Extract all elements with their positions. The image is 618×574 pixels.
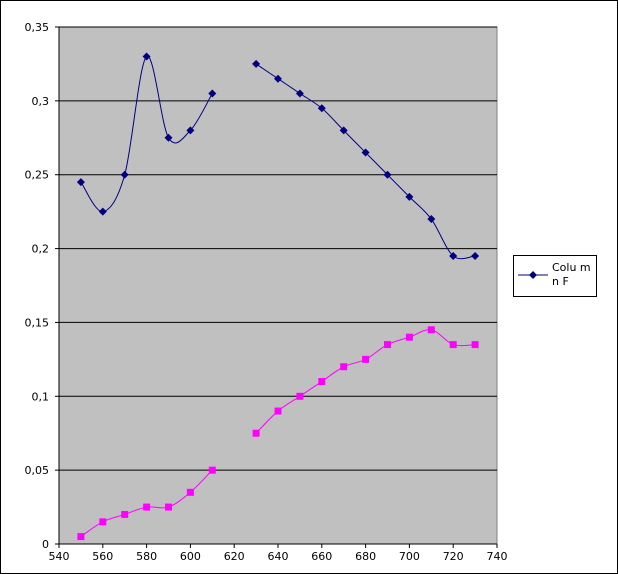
data-point-1 [76, 178, 85, 187]
data-point-1 [274, 74, 282, 83]
y-tick-label: 0,2 [32, 243, 50, 256]
data-point-1 [252, 59, 261, 68]
y-tick-label: 0,1 [32, 390, 50, 403]
data-point-2 [99, 518, 107, 526]
data-point-1 [120, 170, 129, 179]
data-point-1 [295, 89, 304, 98]
y-tick-label: 0,15 [25, 316, 50, 329]
data-point-1 [142, 52, 151, 61]
y-tick-label: 0,25 [25, 169, 50, 182]
x-tick-label: 740 [487, 550, 508, 563]
data-point-1 [339, 126, 348, 135]
x-tick-label: 580 [136, 550, 157, 563]
data-point-1 [405, 192, 414, 201]
legend-swatch [518, 271, 548, 279]
data-point-1 [361, 148, 370, 157]
x-tick-label: 600 [180, 550, 201, 563]
data-point-2 [340, 363, 348, 371]
data-point-2 [296, 392, 304, 400]
data-point-2 [252, 429, 260, 437]
y-tick-label: 0,35 [25, 21, 50, 34]
x-tick-label: 620 [224, 550, 245, 563]
data-point-2 [77, 533, 85, 541]
data-point-1 [449, 251, 458, 260]
data-point-2 [362, 355, 370, 363]
data-point-1 [471, 251, 480, 260]
legend: Colu mn F [513, 255, 597, 297]
x-tick-label: 660 [311, 550, 332, 563]
data-point-1 [208, 89, 217, 98]
legend-marker [529, 271, 537, 279]
data-point-2 [318, 378, 326, 386]
data-point-2 [427, 326, 435, 334]
y-tick-label: 0,05 [25, 464, 50, 477]
data-point-1 [427, 215, 436, 224]
plot-area [58, 26, 498, 545]
data-point-2 [186, 488, 194, 496]
x-tick-label: 560 [92, 550, 113, 563]
legend-label: Colu mn F [552, 261, 591, 288]
data-point-2 [471, 341, 479, 349]
data-point-2 [405, 333, 413, 341]
data-point-1 [98, 207, 107, 216]
x-tick-label: 700 [399, 550, 420, 563]
x-tick-label: 640 [268, 550, 289, 563]
data-point-2 [384, 341, 391, 349]
x-tick-label: 680 [355, 550, 376, 563]
data-point-1 [186, 126, 195, 135]
x-tick-label: 720 [443, 550, 464, 563]
y-tick-label: 0 [42, 538, 49, 551]
data-point-2 [208, 466, 216, 474]
data-point-1 [317, 104, 326, 113]
y-tick-label: 0,3 [32, 95, 50, 108]
data-point-2 [449, 341, 457, 349]
data-point-1 [164, 133, 173, 142]
data-point-2 [143, 503, 151, 511]
x-tick-label: 540 [49, 550, 70, 563]
data-point-2 [274, 407, 282, 415]
data-point-2 [165, 503, 172, 511]
data-point-1 [383, 170, 392, 179]
data-point-2 [121, 510, 129, 518]
